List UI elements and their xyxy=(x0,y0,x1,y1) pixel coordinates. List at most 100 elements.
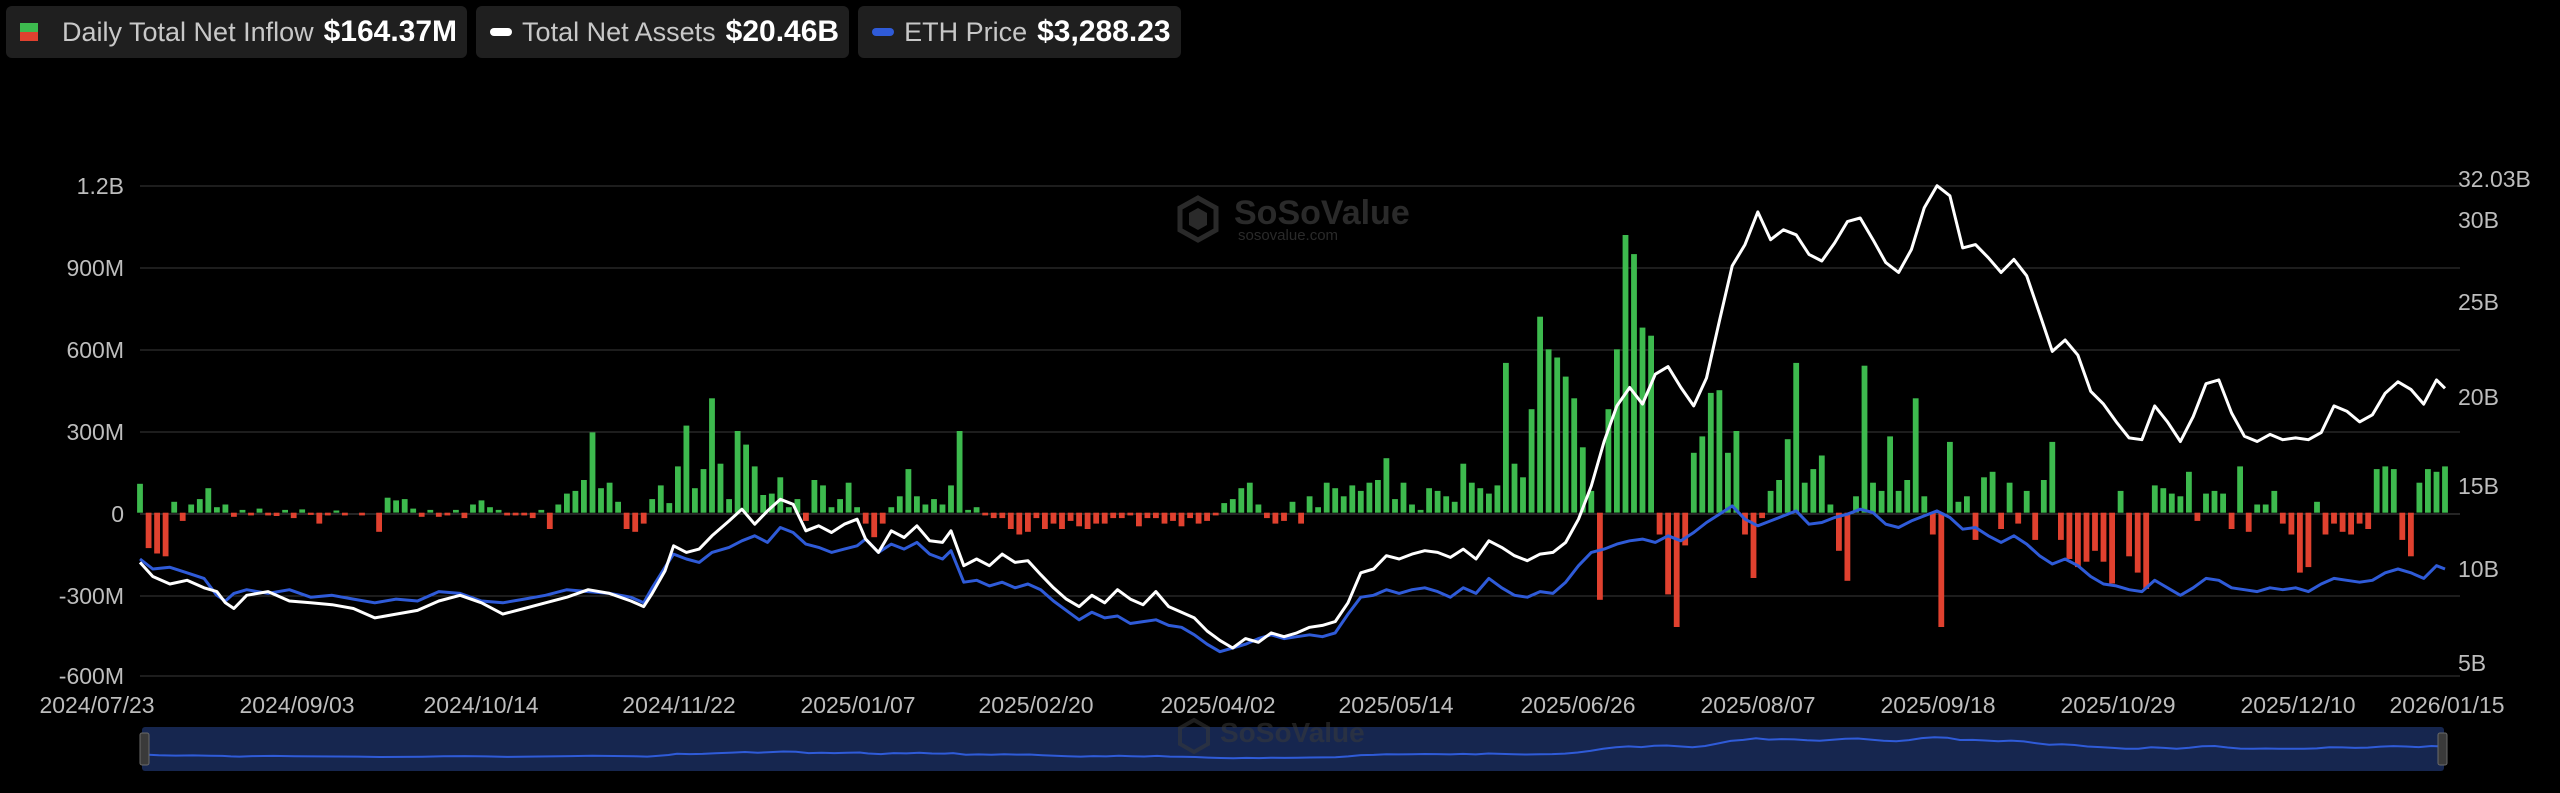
inflow-bar[interactable] xyxy=(546,512,553,529)
navigator-handle-right[interactable] xyxy=(2437,732,2448,766)
inflow-bar[interactable] xyxy=(1136,512,1142,527)
inflow-bar[interactable] xyxy=(905,469,912,513)
inflow-bar[interactable] xyxy=(2245,512,2252,532)
inflow-bar[interactable] xyxy=(1631,254,1637,513)
inflow-bar[interactable] xyxy=(1562,376,1569,513)
inflow-bar[interactable] xyxy=(956,431,963,513)
inflow-bar[interactable] xyxy=(2211,490,2218,513)
inflow-bar[interactable] xyxy=(1827,504,1834,513)
legend-chip-inflow[interactable]: Daily Total Net Inflow $164.37M xyxy=(6,6,468,58)
inflow-bar[interactable] xyxy=(785,507,792,513)
inflow-bar[interactable] xyxy=(1921,496,1928,513)
inflow-bar[interactable] xyxy=(401,499,408,513)
inflow-bar[interactable] xyxy=(162,512,169,557)
inflow-bar[interactable] xyxy=(965,509,971,513)
inflow-bar[interactable] xyxy=(2143,512,2150,589)
inflow-bar[interactable] xyxy=(1571,398,1578,513)
inflow-bar[interactable] xyxy=(316,512,323,524)
inflow-bar[interactable] xyxy=(1656,512,1663,535)
inflow-bar[interactable] xyxy=(794,499,801,513)
inflow-bar[interactable] xyxy=(1110,512,1117,519)
inflow-bar[interactable] xyxy=(521,512,528,516)
inflow-bar[interactable] xyxy=(811,480,818,513)
inflow-bar[interactable] xyxy=(2066,512,2073,559)
inflow-bar[interactable] xyxy=(188,504,195,513)
inflow-bar[interactable] xyxy=(1955,501,1962,513)
inflow-bar[interactable] xyxy=(666,503,673,513)
inflow-bar[interactable] xyxy=(273,512,280,516)
inflow-bar[interactable] xyxy=(2049,441,2056,513)
inflow-bar[interactable] xyxy=(1981,477,1987,513)
inflow-bar[interactable] xyxy=(154,512,160,554)
inflow-bar[interactable] xyxy=(495,509,502,513)
inflow-bar[interactable] xyxy=(1989,471,1996,513)
range-navigator[interactable]: SoSoValue xyxy=(139,717,2448,771)
total-net-assets-line[interactable] xyxy=(138,184,2447,650)
inflow-bar[interactable] xyxy=(1622,235,1629,513)
inflow-bar[interactable] xyxy=(179,512,186,521)
inflow-bar[interactable] xyxy=(1520,477,1526,513)
inflow-bar[interactable] xyxy=(640,512,647,524)
inflow-bar[interactable] xyxy=(444,512,451,516)
inflow-bar[interactable] xyxy=(2382,466,2389,513)
inflow-bar[interactable] xyxy=(1861,365,1868,513)
inflow-bar[interactable] xyxy=(1460,463,1467,513)
inflow-bar[interactable] xyxy=(2279,512,2286,524)
inflow-bar[interactable] xyxy=(196,499,203,513)
inflow-bar[interactable] xyxy=(1170,512,1176,521)
inflow-bar[interactable] xyxy=(239,509,246,513)
inflow-bar[interactable] xyxy=(1357,490,1364,513)
inflow-bar[interactable] xyxy=(2186,471,2192,513)
inflow-bar[interactable] xyxy=(342,512,348,516)
inflow-bar[interactable] xyxy=(1605,409,1612,513)
inflow-bar[interactable] xyxy=(1118,512,1125,519)
inflow-bar[interactable] xyxy=(683,425,690,513)
legend-chip-eth[interactable]: ETH Price $3,288.23 xyxy=(858,6,1181,58)
inflow-bar[interactable] xyxy=(393,500,399,513)
inflow-bar[interactable] xyxy=(299,509,306,513)
inflow-bar[interactable] xyxy=(1093,512,1100,524)
inflow-bar[interactable] xyxy=(871,512,878,538)
inflow-bar[interactable] xyxy=(2297,512,2303,573)
inflow-bar[interactable] xyxy=(1426,488,1432,513)
inflow-bar[interactable] xyxy=(2339,512,2346,532)
inflow-bar[interactable] xyxy=(1998,512,2004,529)
inflow-bar[interactable] xyxy=(282,509,288,513)
inflow-bar[interactable] xyxy=(1212,512,1219,516)
inflow-bar[interactable] xyxy=(2237,466,2243,513)
inflow-bar[interactable] xyxy=(1887,436,1893,513)
inflow-bar[interactable] xyxy=(222,504,229,513)
inflow-bar[interactable] xyxy=(1938,512,1945,627)
inflow-bar[interactable] xyxy=(1443,496,1450,513)
inflow-bar[interactable] xyxy=(2288,512,2295,535)
inflow-bar[interactable] xyxy=(1281,512,1287,521)
inflow-bar[interactable] xyxy=(837,499,843,513)
inflow-bar[interactable] xyxy=(862,512,869,524)
inflow-bar[interactable] xyxy=(973,507,980,513)
inflow-bar[interactable] xyxy=(1528,409,1535,513)
navigator-handle-left[interactable] xyxy=(139,732,150,766)
inflow-bar[interactable] xyxy=(581,480,587,513)
inflow-bar[interactable] xyxy=(922,504,929,513)
inflow-bar[interactable] xyxy=(598,488,604,513)
inflow-bar[interactable] xyxy=(1178,512,1185,527)
inflow-bar[interactable] xyxy=(777,477,784,513)
inflow-bar[interactable] xyxy=(1511,463,1518,513)
inflow-bar[interactable] xyxy=(1366,482,1373,513)
inflow-bar[interactable] xyxy=(879,512,886,524)
inflow-bar[interactable] xyxy=(2271,490,2278,513)
inflow-bar[interactable] xyxy=(1315,507,1321,513)
inflow-bar[interactable] xyxy=(410,508,417,513)
inflow-bar[interactable] xyxy=(470,504,476,513)
inflow-bar[interactable] xyxy=(1161,512,1168,524)
inflow-bar[interactable] xyxy=(1084,512,1091,529)
inflow-bar[interactable] xyxy=(1007,512,1014,529)
inflow-bar[interactable] xyxy=(1545,349,1552,513)
inflow-bar[interactable] xyxy=(1810,469,1817,513)
inflow-bar[interactable] xyxy=(1486,493,1492,513)
eth-price-line[interactable] xyxy=(139,504,2446,654)
inflow-bar[interactable] xyxy=(461,512,468,519)
inflow-bar[interactable] xyxy=(1964,496,1970,513)
inflow-bar[interactable] xyxy=(137,483,143,513)
inflow-bar[interactable] xyxy=(948,485,954,513)
